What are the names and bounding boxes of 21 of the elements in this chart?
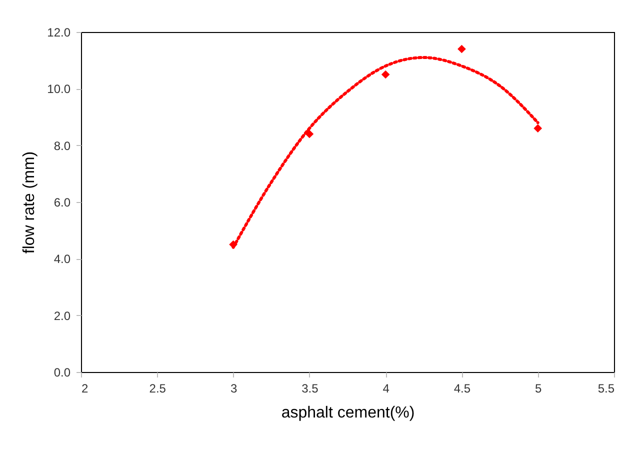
y-tick-label: 6.0 [54, 196, 71, 210]
point [458, 44, 466, 54]
y-tick-label: 8.0 [54, 138, 71, 153]
x-tick-label: 3.5 [302, 382, 319, 396]
x-tick-label: 4.5 [454, 382, 471, 396]
y-axis-title: flow rate (mm) [21, 151, 38, 254]
x-tick-label: 2.5 [149, 382, 166, 396]
point [305, 130, 314, 138]
y-tick-label: 0.0 [54, 366, 71, 380]
y-tick-label: 10.0 [47, 82, 71, 96]
x-tick-label: 5.5 [598, 382, 615, 396]
point [381, 70, 390, 79]
point [534, 124, 542, 133]
y-tick-label: 2.0 [54, 308, 71, 323]
x-tick-label: 2 [82, 382, 88, 396]
x-tick-label: 5 [535, 382, 542, 396]
y-tick-label: 4.0 [54, 252, 71, 266]
x-axis-title: asphalt cement(%) [281, 404, 415, 422]
x-tick-label: 3 [230, 382, 238, 396]
y-tick-label: 12.0 [47, 26, 71, 40]
x-tick-label: 4 [382, 382, 390, 396]
